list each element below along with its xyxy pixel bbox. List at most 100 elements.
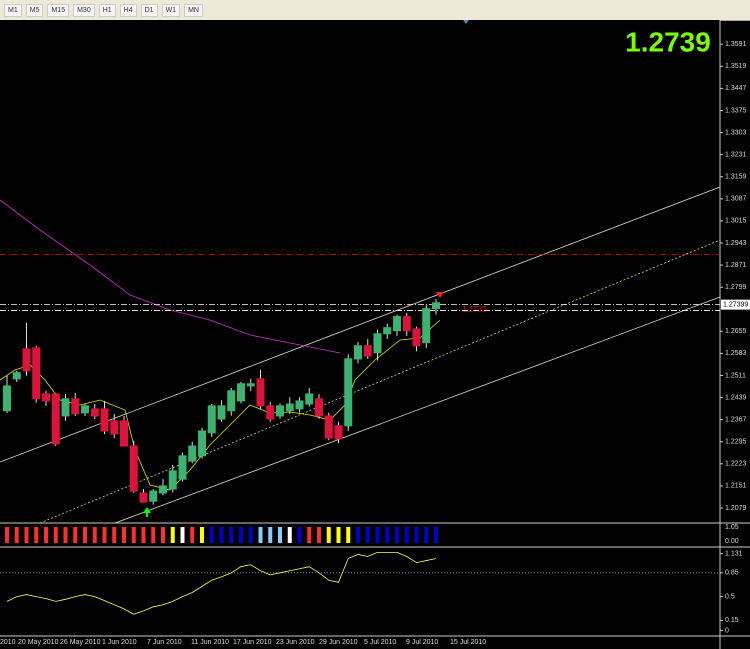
y-tick-label: 1.3087 [725,196,747,203]
signal-bar [434,527,438,543]
chart-background [0,20,720,649]
candle-body [100,408,109,432]
y-tick-label: 1.2943 [725,240,747,247]
y-tick-label: 1.2367 [725,416,747,423]
candle-body [61,398,70,417]
signal-bar [131,527,136,543]
candle-body [412,328,421,347]
candle-body [3,385,11,412]
x-tick-label: 7 Jun 2010 [147,639,182,646]
signal-bar [239,527,243,543]
signal-bar [190,527,195,543]
candle-body [139,492,148,503]
signal-bar [63,527,68,543]
signal-bar [307,527,312,543]
candle-body [178,455,187,480]
x-tick-label: 15 Jul 2010 [450,639,486,646]
x-tick-label: 9 Jul 2010 [406,639,438,646]
signal-bar [73,527,78,543]
moving-average [0,199,341,354]
osc-tick-label: 0.85 [725,570,739,577]
y-tick-label: 1.3231 [725,151,747,158]
candle-body [266,405,275,420]
signal-bar [200,527,204,543]
y-tick-label: 1.2151 [725,483,747,490]
signal-bar [375,527,380,543]
signal-bar [317,527,321,543]
osc-tick-label: 0 [725,627,729,634]
x-tick-label: 17 Jun 2010 [233,639,272,646]
signal-bar [151,527,156,543]
candle-body [354,345,362,360]
x-tick-label: 20 May 2010 [18,639,59,646]
y-tick-label: 1.2295 [725,439,747,446]
strip-tick-label: 0.00 [725,538,739,545]
candle-body [12,372,21,380]
candle-body [207,405,216,434]
signal-bar [346,527,351,543]
buy-arrow [146,513,148,517]
timeframe-button[interactable]: M1 [4,3,22,17]
timeframe-button[interactable]: M15 [47,3,70,17]
x-tick-label: 29 Jun 2010 [319,639,358,646]
signal-bar [356,527,360,543]
signal-bar [209,527,214,543]
candle-body [217,405,226,420]
toolbar: M1 M5 M15 M30 H1 H4 D1 W1 MN [0,0,750,21]
sell-arrow [436,292,444,298]
candle-body [168,470,177,490]
candle-body [363,345,372,357]
y-tick-label: 1.2223 [725,461,747,468]
candle-body [110,420,119,435]
signal-bar [170,527,175,543]
current-price: 1.2739 [625,26,711,57]
x-tick-label: 1 Jun 2010 [102,639,137,646]
signal-bar [404,527,409,543]
timeframe-button[interactable]: H4 [119,3,137,17]
x-tick-label: 5 Jul 2010 [364,639,396,646]
y-tick-label: 1.3303 [725,129,747,136]
timeframe-button[interactable]: M30 [73,3,95,17]
x-tick-label: 26 May 2010 [60,639,101,646]
signal-bar [414,527,419,543]
price-box-label: 1.27399 [723,301,748,308]
candle-body [120,420,128,447]
candle-body [422,308,431,344]
signal-bar [112,527,117,543]
candle-body [198,430,206,457]
x-tick-label: 23 Jun 2010 [276,639,315,646]
timeframe-button[interactable]: W1 [161,3,181,17]
y-tick-label: 1.2871 [725,262,747,269]
osc-tick-label: 0.5 [725,593,735,600]
signal-bar [34,527,39,543]
candle-body [344,358,353,427]
signal-bar [258,527,263,543]
candle-body [188,445,197,462]
oscillator-line [6,552,437,615]
timeframe-button[interactable]: H1 [98,3,116,17]
candle-body [373,333,382,354]
candle-body [32,347,41,400]
signal-bar [219,527,224,543]
candle-body [402,316,411,332]
chart: 1.2739 1.2733 1.3591 1.3519 1.3447 1.3375 1.… [0,20,750,649]
buy-arrow [143,507,151,513]
candle-body [276,405,284,417]
y-tick-label: 1.3375 [725,107,747,114]
y-tick-label: 1.2655 [725,328,747,335]
candle-body [90,408,99,417]
candle-body [159,485,167,494]
timeframe-button[interactable]: MN [184,3,203,17]
price-box [721,299,750,310]
signal-bar [424,527,429,543]
timeframe-button[interactable]: D1 [140,3,158,17]
signal-bar [180,527,185,543]
signal-bar [229,527,234,543]
signal-bar [395,527,399,543]
timeframe-button[interactable]: M5 [25,3,44,17]
strip-tick-label: 1.05 [725,524,739,531]
candle-body [383,327,392,335]
osc-tick-label: 1.131 [725,551,743,558]
channel-line [114,296,721,524]
